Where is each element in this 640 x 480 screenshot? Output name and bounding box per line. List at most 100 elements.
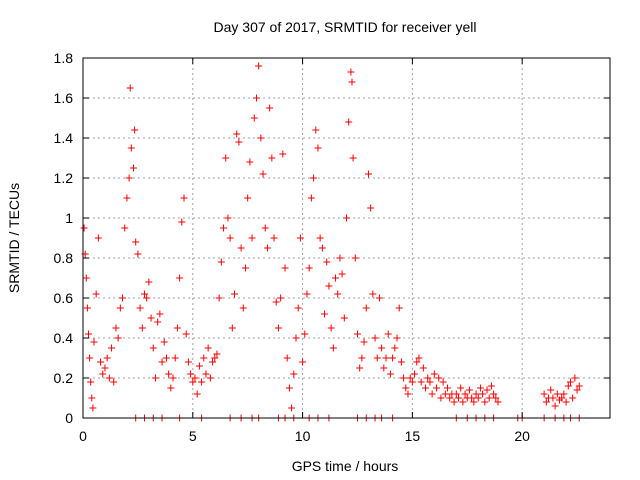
x-tick-label: 5 [189, 428, 197, 444]
data-point [178, 218, 186, 226]
data-point [318, 244, 326, 252]
chart-title: Day 307 of 2017, SRMTID for receiver yel… [214, 19, 477, 35]
data-point [459, 398, 467, 406]
data-point [367, 204, 375, 212]
data-point [437, 394, 445, 402]
data-point [145, 278, 153, 286]
data-point [156, 310, 164, 318]
data-point [468, 394, 476, 402]
data-point [217, 258, 225, 266]
data-point [272, 298, 280, 306]
data-point [154, 318, 162, 326]
data-point [99, 370, 107, 378]
data-point [226, 234, 234, 242]
data-point [130, 164, 138, 172]
x-tick-label: 20 [514, 428, 530, 444]
data-point [375, 294, 383, 302]
data-point [540, 390, 548, 398]
y-tick-label: 0.4 [54, 330, 74, 346]
data-point [465, 386, 473, 394]
data-point [165, 370, 173, 378]
data-point [259, 170, 267, 178]
data-point [206, 374, 214, 382]
data-point [454, 394, 462, 402]
y-tick-label: 0.6 [54, 290, 74, 306]
data-point [419, 364, 427, 372]
data-point [266, 104, 274, 112]
data-point [162, 354, 170, 362]
data-point [474, 394, 482, 402]
data-point [160, 338, 168, 346]
data-point [246, 158, 254, 166]
data-point [198, 378, 206, 386]
data-point [123, 194, 131, 202]
data-point [395, 304, 403, 312]
data-point [314, 144, 322, 152]
data-point [268, 154, 276, 162]
data-point [343, 214, 350, 222]
data-point [428, 390, 436, 398]
data-point [356, 364, 364, 372]
data-point [305, 264, 313, 272]
data-point [332, 274, 340, 282]
data-point [119, 294, 127, 302]
data-point [312, 126, 320, 134]
y-tick-label: 1.2 [54, 170, 74, 186]
data-point [167, 384, 175, 392]
data-point [114, 334, 122, 342]
data-point [279, 150, 287, 158]
data-point [244, 194, 252, 202]
data-point [213, 350, 221, 358]
data-point [373, 354, 381, 362]
data-point [413, 358, 421, 366]
data-point [84, 330, 92, 338]
data-point [103, 354, 111, 362]
y-tick-label: 1.8 [54, 50, 74, 66]
data-point [125, 174, 133, 182]
data-point [358, 354, 366, 362]
data-point [426, 378, 434, 386]
data-point [290, 370, 298, 378]
data-point [224, 214, 232, 222]
data-point [211, 354, 219, 362]
data-point [80, 224, 88, 232]
data-point [334, 290, 342, 298]
data-point [134, 250, 142, 258]
data-point [136, 304, 144, 312]
y-tick-label: 0.8 [54, 250, 74, 266]
data-point [542, 398, 550, 406]
data-point [490, 390, 498, 398]
data-point [547, 386, 555, 394]
data-point [461, 390, 469, 398]
data-point [281, 264, 289, 272]
data-point [325, 282, 333, 290]
data-point [110, 378, 118, 386]
y-tick-label: 1.6 [54, 90, 74, 106]
plot-frame [82, 57, 611, 419]
data-point [476, 384, 484, 392]
data-point [301, 330, 309, 338]
data-point [336, 254, 344, 262]
data-point [439, 378, 447, 386]
data-point [171, 354, 179, 362]
data-point [472, 390, 480, 398]
data-point [158, 358, 166, 366]
data-point [193, 390, 201, 398]
data-point [345, 118, 353, 126]
data-point [446, 394, 454, 402]
data-point [433, 384, 441, 392]
data-point [389, 354, 397, 362]
data-point [202, 370, 210, 378]
data-point [209, 358, 217, 366]
y-axis-label: SRMTID / TECUs [6, 183, 22, 293]
data-point [270, 234, 278, 242]
y-tick-label: 1 [65, 210, 73, 226]
data-point [277, 294, 285, 302]
data-point [116, 304, 124, 312]
data-point [411, 370, 419, 378]
data-point [391, 344, 399, 352]
data-point [149, 344, 157, 352]
y-tick-label: 0 [65, 410, 73, 426]
data-point [424, 374, 432, 382]
